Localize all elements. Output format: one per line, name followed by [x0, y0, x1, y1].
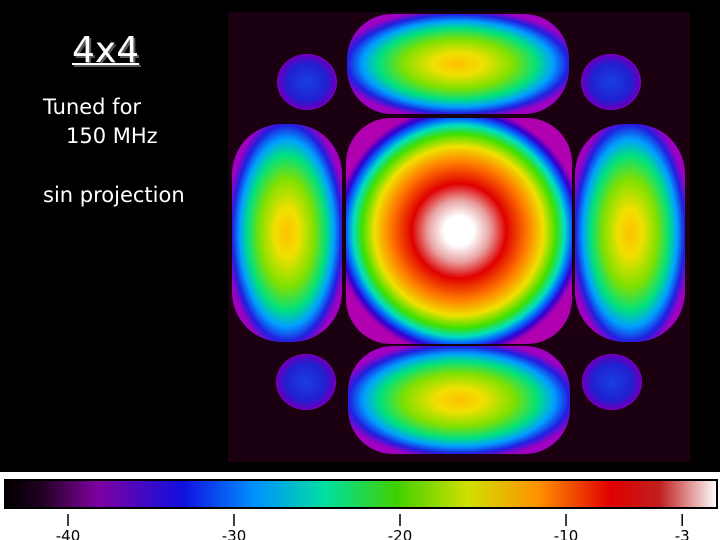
lobe — [575, 124, 685, 342]
note: sin projection — [43, 183, 185, 207]
lobe — [276, 354, 336, 410]
note: Tuned for — [43, 95, 142, 119]
tick-label: -30 — [222, 527, 247, 540]
lobe — [348, 346, 570, 454]
lobe — [232, 124, 342, 342]
lobe — [582, 354, 642, 410]
slide-title: 4x4 — [72, 30, 140, 71]
tick-label: -10 — [554, 527, 579, 540]
lobe — [277, 54, 337, 110]
main-lobe — [346, 118, 572, 344]
note: 150 MHz — [66, 124, 158, 148]
colorbar — [4, 479, 718, 509]
tick-label: -3 — [675, 527, 690, 540]
tick-label: -40 — [56, 527, 81, 540]
lobe — [347, 14, 569, 114]
lobe — [581, 54, 641, 110]
tick-label: -20 — [388, 527, 413, 540]
